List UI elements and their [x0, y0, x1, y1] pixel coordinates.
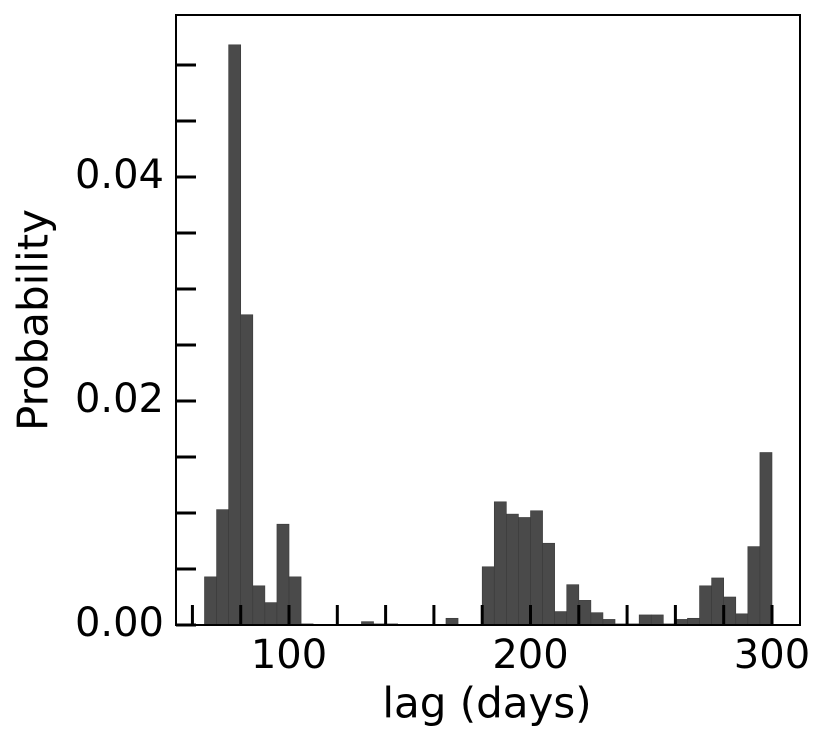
bar [650, 614, 664, 626]
x-tick-label: 300 [734, 632, 810, 678]
bar [578, 600, 592, 626]
bar [493, 501, 507, 626]
bar [554, 611, 568, 626]
bar [723, 596, 737, 626]
bar [276, 523, 290, 626]
bar [542, 542, 555, 626]
bar [735, 613, 749, 626]
bar [530, 510, 543, 626]
bar [590, 612, 604, 626]
bar [506, 513, 519, 626]
y-tick-label: 0.04 [75, 152, 164, 198]
bar [687, 617, 700, 626]
bar [204, 576, 217, 626]
bar [566, 584, 580, 626]
bar [518, 517, 531, 626]
bar [445, 617, 459, 626]
bar [264, 602, 278, 626]
y-tick-label: 0.02 [75, 376, 164, 422]
bar [288, 576, 302, 626]
bar [699, 585, 712, 626]
bar [240, 314, 254, 626]
x-tick-label: 200 [492, 632, 568, 678]
x-axis-label: lag (days) [382, 679, 591, 728]
plot-frame [175, 14, 801, 626]
bar [228, 44, 242, 626]
y-tick-label: 0.00 [75, 600, 164, 646]
bar [759, 452, 773, 626]
bar [711, 577, 724, 626]
bar [252, 585, 266, 626]
bar [216, 509, 229, 626]
bar [638, 614, 652, 626]
bar [481, 566, 495, 626]
x-tick-label: 100 [251, 632, 327, 678]
y-axis-label: Probability [9, 209, 58, 431]
bar [747, 546, 761, 626]
